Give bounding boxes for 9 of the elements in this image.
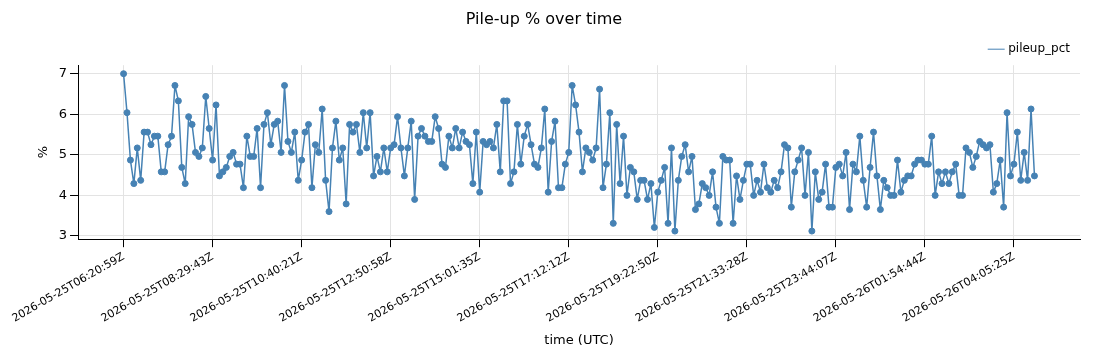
legend-label: pileup_pct <box>1008 41 1071 56</box>
y-tick-label: 3 <box>58 227 68 243</box>
x-axis-title: time (UTC) <box>544 331 614 347</box>
y-axis-title: % <box>35 146 51 159</box>
y-tick-label: 4 <box>58 186 68 202</box>
y-tick-label: 6 <box>58 105 68 121</box>
y-tick-label: 7 <box>58 65 68 81</box>
y-tick-label: 5 <box>58 146 68 162</box>
chart-title: Pile-up % over time <box>465 8 623 28</box>
